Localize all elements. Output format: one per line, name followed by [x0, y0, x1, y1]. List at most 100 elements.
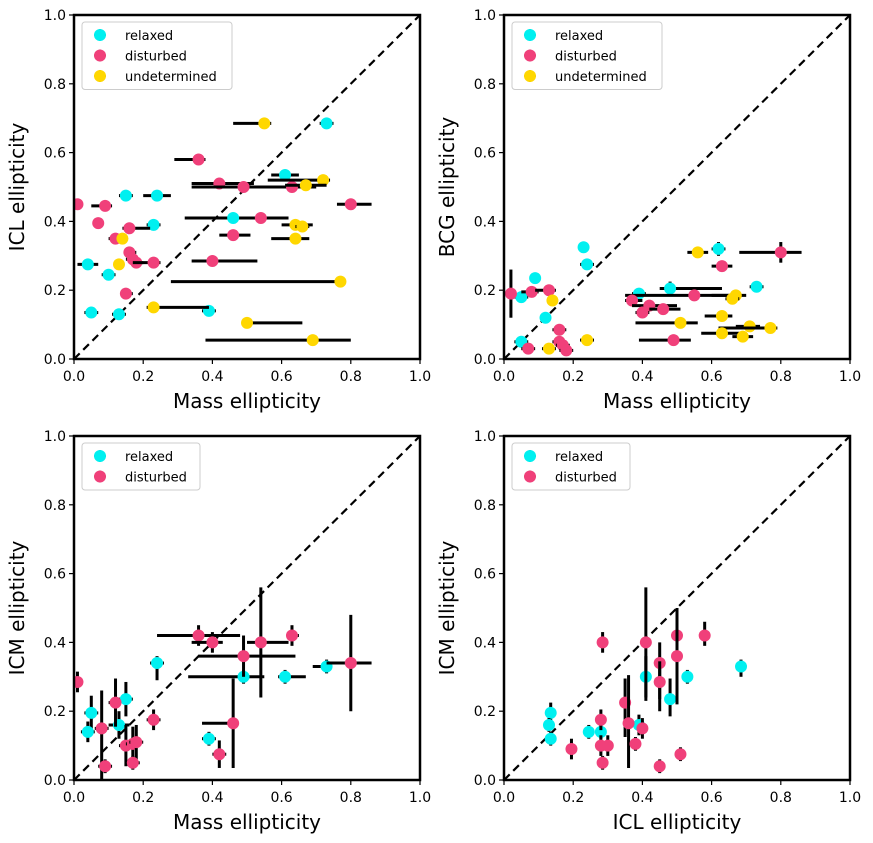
data-point-undetermined: [112, 258, 125, 271]
data-point-disturbed: [657, 303, 670, 316]
y-tick-label: 0.6: [474, 146, 496, 162]
data-point-disturbed: [109, 696, 122, 709]
data-point-undetermined: [743, 320, 756, 333]
x-tick-label: 0.8: [770, 790, 792, 806]
plot-area: [74, 15, 420, 359]
legend-label-relaxed: relaxed: [125, 450, 173, 465]
series-relaxed: [80, 656, 333, 746]
data-point-disturbed: [653, 760, 666, 773]
panel-3: 0.0 0.2 0.4 0.6 0.8 1.0 0.0 0.2 0.4 0.6 0.8 1.0 Mass…: [5, 429, 431, 834]
plot-area: [504, 436, 850, 780]
data-point-relaxed: [681, 670, 694, 683]
y-tick-label: 0.0: [474, 352, 496, 368]
data-point-disturbed: [126, 756, 139, 769]
x-tick-label: 0.6: [270, 790, 292, 806]
data-point-disturbed: [565, 743, 578, 756]
data-point-disturbed: [629, 737, 642, 750]
data-point-undetermined: [258, 117, 271, 130]
y-tick-label: 0.8: [44, 77, 66, 93]
plot-area: [74, 436, 420, 780]
data-point-undetermined: [764, 322, 777, 335]
data-point-disturbed: [698, 629, 711, 642]
y-axis-label: ICM ellipticity: [5, 540, 29, 675]
data-point-relaxed: [750, 280, 763, 293]
data-point-undetermined: [289, 232, 302, 245]
data-point-relaxed: [582, 725, 595, 738]
data-point-relaxed: [544, 732, 557, 745]
data-point-relaxed: [119, 189, 132, 202]
plot-frame: [72, 13, 422, 361]
data-point-disturbed: [653, 675, 666, 688]
data-point-relaxed: [279, 168, 292, 181]
x-tick-label: 0.8: [340, 790, 362, 806]
data-point-disturbed: [639, 636, 652, 649]
y-tick-label: 0.0: [44, 352, 66, 368]
legend-label-disturbed: disturbed: [555, 471, 617, 486]
legend: relaxed disturbed undetermined: [81, 21, 233, 90]
one-to-one-line: [504, 15, 850, 359]
legend-frame: [81, 21, 233, 90]
x-tick-label: 0.0: [493, 790, 515, 806]
panel-1: 0.0 0.2 0.4 0.6 0.8 1.0 0.0 0.2 0.4 0.6 0.8 1.0 Mass…: [5, 8, 431, 413]
series-disturbed: [74, 587, 372, 780]
data-point-undetermined: [726, 292, 739, 305]
data-point-relaxed: [81, 258, 94, 271]
data-point-undetermined: [317, 174, 330, 187]
data-point-disturbed: [344, 198, 357, 211]
x-tick-label: 1.0: [409, 369, 431, 385]
data-point-disturbed: [636, 306, 649, 319]
y-tick-label: 0.8: [474, 498, 496, 514]
data-point-disturbed: [522, 342, 535, 355]
data-point-disturbed: [667, 334, 680, 347]
data-point-disturbed: [285, 629, 298, 642]
legend-marker-disturbed: [94, 470, 106, 483]
plot-frame: [502, 13, 852, 361]
data-point-relaxed: [279, 670, 292, 683]
data-point-relaxed: [320, 117, 333, 130]
data-point-disturbed: [525, 285, 538, 298]
data-point-undetermined: [296, 220, 309, 233]
legend-marker-disturbed: [524, 49, 536, 62]
data-point-undetermined: [581, 334, 594, 347]
legend-marker-relaxed: [94, 29, 106, 41]
data-point-undetermined: [241, 316, 253, 329]
data-point-disturbed: [254, 211, 267, 224]
data-point-disturbed: [237, 650, 250, 663]
data-point-disturbed: [74, 198, 84, 211]
data-point-relaxed: [85, 306, 98, 319]
y-axis-label: ICL ellipticity: [5, 123, 29, 252]
legend-marker-relaxed: [94, 450, 106, 462]
x-tick-label: 0.2: [132, 369, 154, 385]
data-point-disturbed: [596, 756, 609, 769]
y-tick-label: 0.4: [474, 214, 496, 230]
data-point-undetermined: [736, 330, 749, 343]
data-point-disturbed: [99, 760, 112, 773]
data-point-relaxed: [147, 218, 160, 231]
data-point-disturbed: [147, 256, 160, 269]
legend-marker-relaxed: [524, 29, 536, 41]
y-tick-label: 1.0: [44, 8, 66, 24]
y-tick-label: 0.2: [474, 704, 496, 720]
x-axis-label: Mass ellipticity: [173, 389, 321, 413]
data-point-disturbed: [99, 199, 112, 212]
data-point-relaxed: [85, 706, 98, 719]
y-tick-label: 0.2: [44, 704, 66, 720]
y-tick-label: 0.2: [474, 283, 496, 299]
legend: relaxed disturbed: [511, 442, 631, 491]
data-point-disturbed: [147, 713, 160, 726]
data-point-disturbed: [560, 344, 573, 357]
data-point-disturbed: [622, 717, 635, 730]
legend-label-undetermined: undetermined: [125, 70, 217, 85]
data-point-undetermined: [715, 310, 728, 322]
x-tick-label: 1.0: [839, 369, 861, 385]
data-point-undetermined: [691, 246, 704, 259]
plot-frame: [502, 434, 852, 782]
data-point-relaxed: [664, 693, 677, 706]
data-point-disturbed: [553, 323, 566, 336]
x-tick-label: 0.0: [493, 369, 515, 385]
y-tick-label: 0.8: [44, 498, 66, 514]
data-point-disturbed: [542, 284, 555, 297]
legend-label-disturbed: disturbed: [125, 471, 187, 486]
x-tick-label: 0.6: [700, 790, 722, 806]
x-tick-label: 0.4: [201, 790, 223, 806]
